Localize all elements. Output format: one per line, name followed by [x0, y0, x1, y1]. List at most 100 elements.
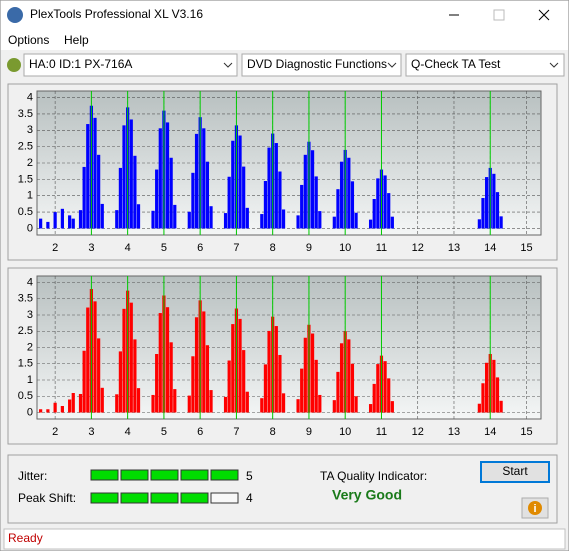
- x-tick-label: 9: [306, 242, 312, 254]
- meter-segment: [150, 492, 179, 504]
- histogram-bar: [372, 199, 376, 229]
- x-tick-label: 2: [52, 242, 58, 254]
- histogram-bar: [260, 214, 264, 229]
- histogram-bar: [158, 128, 162, 229]
- histogram-bar: [260, 398, 264, 413]
- info-button[interactable]: i: [521, 497, 549, 519]
- menu-item[interactable]: Help: [64, 33, 89, 47]
- x-tick-label: 9: [306, 426, 312, 438]
- histogram-bar: [223, 213, 228, 229]
- histogram-bar: [158, 313, 162, 413]
- histogram-bar: [118, 167, 122, 229]
- histogram-bar: [339, 161, 344, 229]
- meter-segment: [120, 492, 149, 504]
- histogram-bar: [350, 363, 355, 413]
- histogram-bar: [231, 140, 235, 229]
- x-tick-label: 12: [412, 426, 424, 438]
- histogram-bar: [151, 210, 155, 229]
- histogram-bar: [383, 361, 387, 413]
- x-tick-label: 14: [484, 242, 496, 254]
- histogram-bar: [227, 176, 231, 229]
- histogram-bar: [39, 218, 43, 229]
- x-tick-label: 8: [270, 426, 276, 438]
- histogram-bar: [387, 193, 391, 229]
- drive-icon: [7, 58, 21, 72]
- histogram-bar: [68, 399, 72, 413]
- histogram-bar: [60, 406, 64, 413]
- histogram-bar: [53, 212, 57, 229]
- histogram-bar: [383, 175, 387, 229]
- histogram-bar: [169, 157, 173, 229]
- histogram-bar: [82, 166, 86, 229]
- x-tick-label: 4: [125, 426, 131, 438]
- x-tick-label: 15: [520, 426, 532, 438]
- test-dropdown[interactable]: Q-Check TA Test: [405, 53, 565, 77]
- start-button[interactable]: Start: [480, 461, 550, 483]
- histogram-bar: [368, 404, 373, 413]
- histogram-bar: [281, 393, 286, 413]
- start-label: Start: [502, 464, 528, 478]
- histogram-bar: [205, 161, 210, 229]
- histogram-bar: [133, 339, 137, 413]
- histogram-bar: [267, 330, 271, 413]
- histogram-bar: [376, 364, 380, 413]
- histogram-bar: [122, 125, 126, 229]
- meter-segment: [150, 469, 179, 481]
- histogram-bar: [46, 409, 50, 413]
- histogram-bar: [97, 154, 101, 229]
- x-tick-label: 2: [52, 426, 58, 438]
- y-tick-label: 1.5: [18, 358, 33, 370]
- x-tick-label: 6: [197, 426, 203, 438]
- histogram-bar: [242, 166, 246, 229]
- histogram-bar: [336, 371, 340, 413]
- quality-rating: Very Good: [332, 487, 402, 503]
- peak-shift-value: 4: [246, 491, 253, 505]
- histogram-bar: [209, 206, 213, 229]
- x-tick-label: 6: [197, 242, 203, 254]
- histogram-bar: [187, 395, 191, 413]
- histogram-bar: [296, 215, 300, 229]
- histogram-bar: [165, 307, 170, 413]
- function-dropdown[interactable]: DVD Diagnostic Functions: [241, 53, 402, 77]
- status-text: Ready: [8, 531, 43, 545]
- histogram-bar: [495, 377, 500, 413]
- y-tick-label: 3: [27, 309, 33, 321]
- y-tick-label: 2: [27, 341, 33, 353]
- maximize-button[interactable]: [493, 9, 505, 21]
- x-tick-label: 13: [448, 426, 460, 438]
- histogram-bar: [245, 207, 249, 229]
- histogram-bar: [242, 350, 246, 413]
- x-tick-label: 10: [339, 426, 351, 438]
- y-tick-label: 1: [27, 190, 33, 202]
- test-label: Q-Check TA Test: [411, 57, 501, 71]
- y-tick-label: 0.5: [18, 390, 33, 402]
- histogram-bar: [485, 177, 489, 229]
- close-button[interactable]: [538, 9, 550, 21]
- drive-dropdown[interactable]: HA:0 ID:1 PX-716A: [23, 53, 238, 77]
- title-bar: [1, 1, 568, 30]
- histogram-bar: [350, 181, 355, 229]
- x-tick-label: 8: [270, 242, 276, 254]
- histogram-bar: [481, 198, 485, 229]
- menu-item[interactable]: Options: [8, 33, 49, 47]
- histogram-bar: [60, 208, 64, 229]
- y-tick-label: 3: [27, 124, 33, 136]
- histogram-bar: [347, 157, 351, 229]
- meters: [90, 469, 239, 504]
- histogram-bar: [314, 359, 318, 413]
- histogram-bar: [477, 403, 481, 413]
- histogram-bar: [303, 154, 307, 229]
- y-tick-label: 2.5: [18, 325, 33, 337]
- histogram-bar: [274, 143, 278, 229]
- histogram-bar: [485, 362, 489, 413]
- function-label: DVD Diagnostic Functions: [247, 57, 387, 71]
- histogram-bar: [202, 311, 206, 413]
- x-tick-label: 5: [161, 426, 167, 438]
- y-tick-label: 3.5: [18, 293, 33, 305]
- status-bar: [3, 528, 566, 550]
- histogram-bar: [318, 211, 322, 229]
- histogram-bar: [339, 343, 344, 413]
- histogram-bar: [93, 117, 97, 229]
- histogram-bar: [267, 147, 271, 229]
